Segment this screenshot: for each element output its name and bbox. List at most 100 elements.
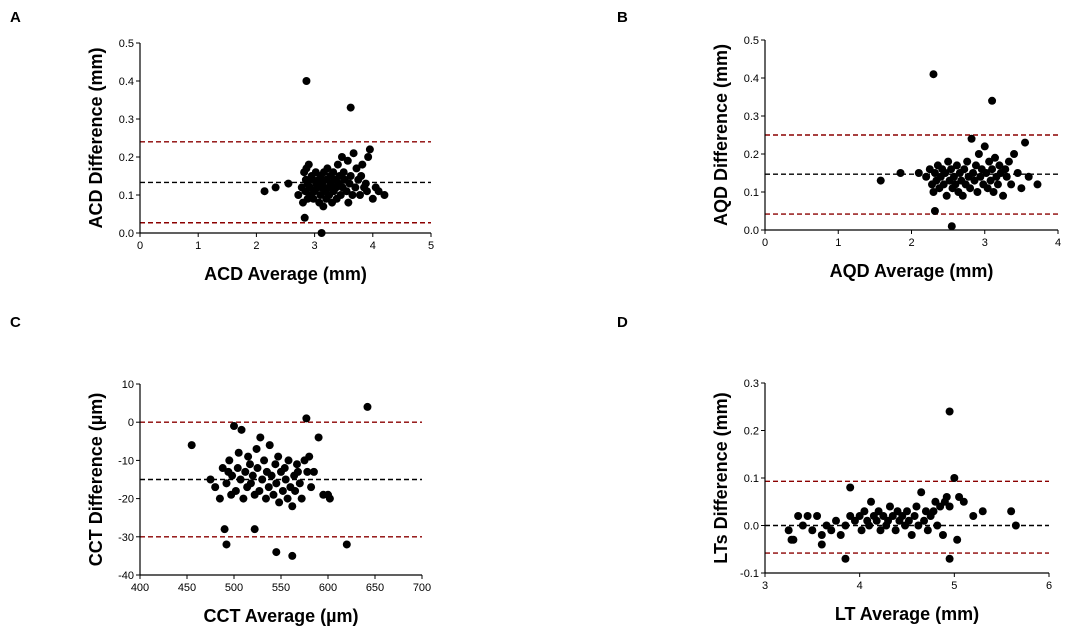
x-axis-title: CCT Average (µm)	[203, 606, 358, 626]
data-point	[787, 535, 796, 544]
data-point	[952, 161, 961, 170]
data-point	[945, 407, 954, 416]
data-point	[337, 153, 346, 161]
data-point	[295, 479, 304, 488]
data-point	[239, 494, 248, 503]
data-point	[357, 172, 366, 180]
y-tick-label: 0.4	[119, 76, 134, 88]
data-point	[942, 191, 951, 200]
data-point	[784, 526, 793, 535]
data-point	[914, 169, 923, 177]
data-point	[206, 475, 215, 484]
x-tick-label: 0	[137, 240, 143, 252]
data-point	[922, 172, 931, 181]
x-tick-label: 1	[835, 237, 841, 249]
data-point	[231, 486, 240, 495]
panel-c-cct: C 400 450 500 550 600 650 700 -40 -30 -20 -10 0 10 CCT…	[10, 314, 431, 626]
data-point	[942, 493, 951, 501]
data-point	[284, 179, 293, 188]
y-tick-label: 0.5	[744, 35, 759, 47]
data-point	[344, 198, 353, 207]
data-point	[817, 540, 826, 549]
y-tick-label: 0.2	[744, 149, 759, 161]
x-tick-label: 650	[366, 582, 384, 594]
data-point	[959, 497, 968, 506]
data-point	[230, 422, 238, 431]
data-point	[314, 433, 323, 442]
data-point	[187, 441, 196, 450]
data-point	[211, 483, 220, 492]
data-point	[951, 180, 960, 189]
data-point	[246, 479, 255, 488]
x-tick-label: 3	[982, 237, 988, 249]
data-point	[365, 145, 374, 154]
data-point	[380, 191, 389, 199]
data-point	[980, 142, 989, 151]
data-point	[945, 502, 954, 511]
data-point	[294, 191, 303, 199]
data-point	[269, 490, 278, 499]
data-point	[345, 179, 354, 188]
data-point	[255, 486, 264, 495]
data-point	[846, 483, 855, 492]
data-point	[953, 535, 962, 544]
data-point	[808, 526, 817, 535]
data-point	[841, 554, 850, 563]
data-point	[945, 554, 954, 563]
data-point	[978, 507, 987, 516]
data-point	[986, 176, 995, 185]
data-point	[885, 502, 894, 511]
data-point	[950, 474, 959, 482]
data-point	[215, 494, 224, 503]
x-tick-label: 1	[195, 240, 201, 252]
data-point	[252, 444, 261, 453]
y-tick-label: 0.0	[744, 521, 759, 533]
data-point	[329, 168, 338, 177]
data-point	[1017, 184, 1026, 193]
y-tick-label: 0.2	[119, 152, 134, 164]
data-point	[1007, 180, 1016, 189]
data-point	[292, 460, 301, 469]
data-point	[241, 467, 250, 476]
x-tick-label: 5	[428, 240, 434, 252]
data-point	[220, 525, 229, 534]
data-point	[307, 483, 316, 492]
data-point	[278, 486, 287, 495]
x-tick-label: 2	[908, 237, 914, 249]
data-point	[361, 179, 370, 188]
y-tick-label: 10	[122, 379, 134, 391]
data-point	[920, 516, 929, 525]
data-point	[949, 172, 958, 181]
data-point	[288, 551, 297, 560]
data-point	[222, 540, 231, 549]
data-point	[891, 526, 900, 535]
panel-label: D	[617, 314, 628, 331]
data-point	[865, 521, 874, 530]
data-point	[253, 464, 262, 473]
y-tick-label: -30	[118, 532, 134, 544]
data-point	[355, 191, 364, 199]
data-point	[260, 456, 269, 465]
data-point	[352, 164, 361, 173]
data-point	[876, 526, 885, 535]
y-tick-label: 0	[128, 417, 134, 429]
data-point	[250, 525, 259, 534]
y-tick-label: 0.0	[744, 225, 759, 237]
data-point	[274, 452, 283, 461]
x-tick-label: 0	[762, 237, 768, 249]
data-point	[798, 521, 807, 530]
data-point	[343, 156, 352, 165]
data-point	[947, 165, 956, 174]
data-point	[857, 526, 866, 535]
data-point	[970, 176, 979, 185]
y-tick-label: -0.1	[740, 568, 759, 580]
data-point	[234, 448, 243, 457]
data-point	[991, 153, 1000, 162]
data-point	[1001, 165, 1010, 174]
data-point	[300, 213, 309, 222]
data-point	[1010, 150, 1019, 158]
data-point	[358, 160, 367, 169]
data-point	[960, 165, 969, 174]
data-point	[304, 160, 313, 169]
data-point	[245, 460, 254, 469]
